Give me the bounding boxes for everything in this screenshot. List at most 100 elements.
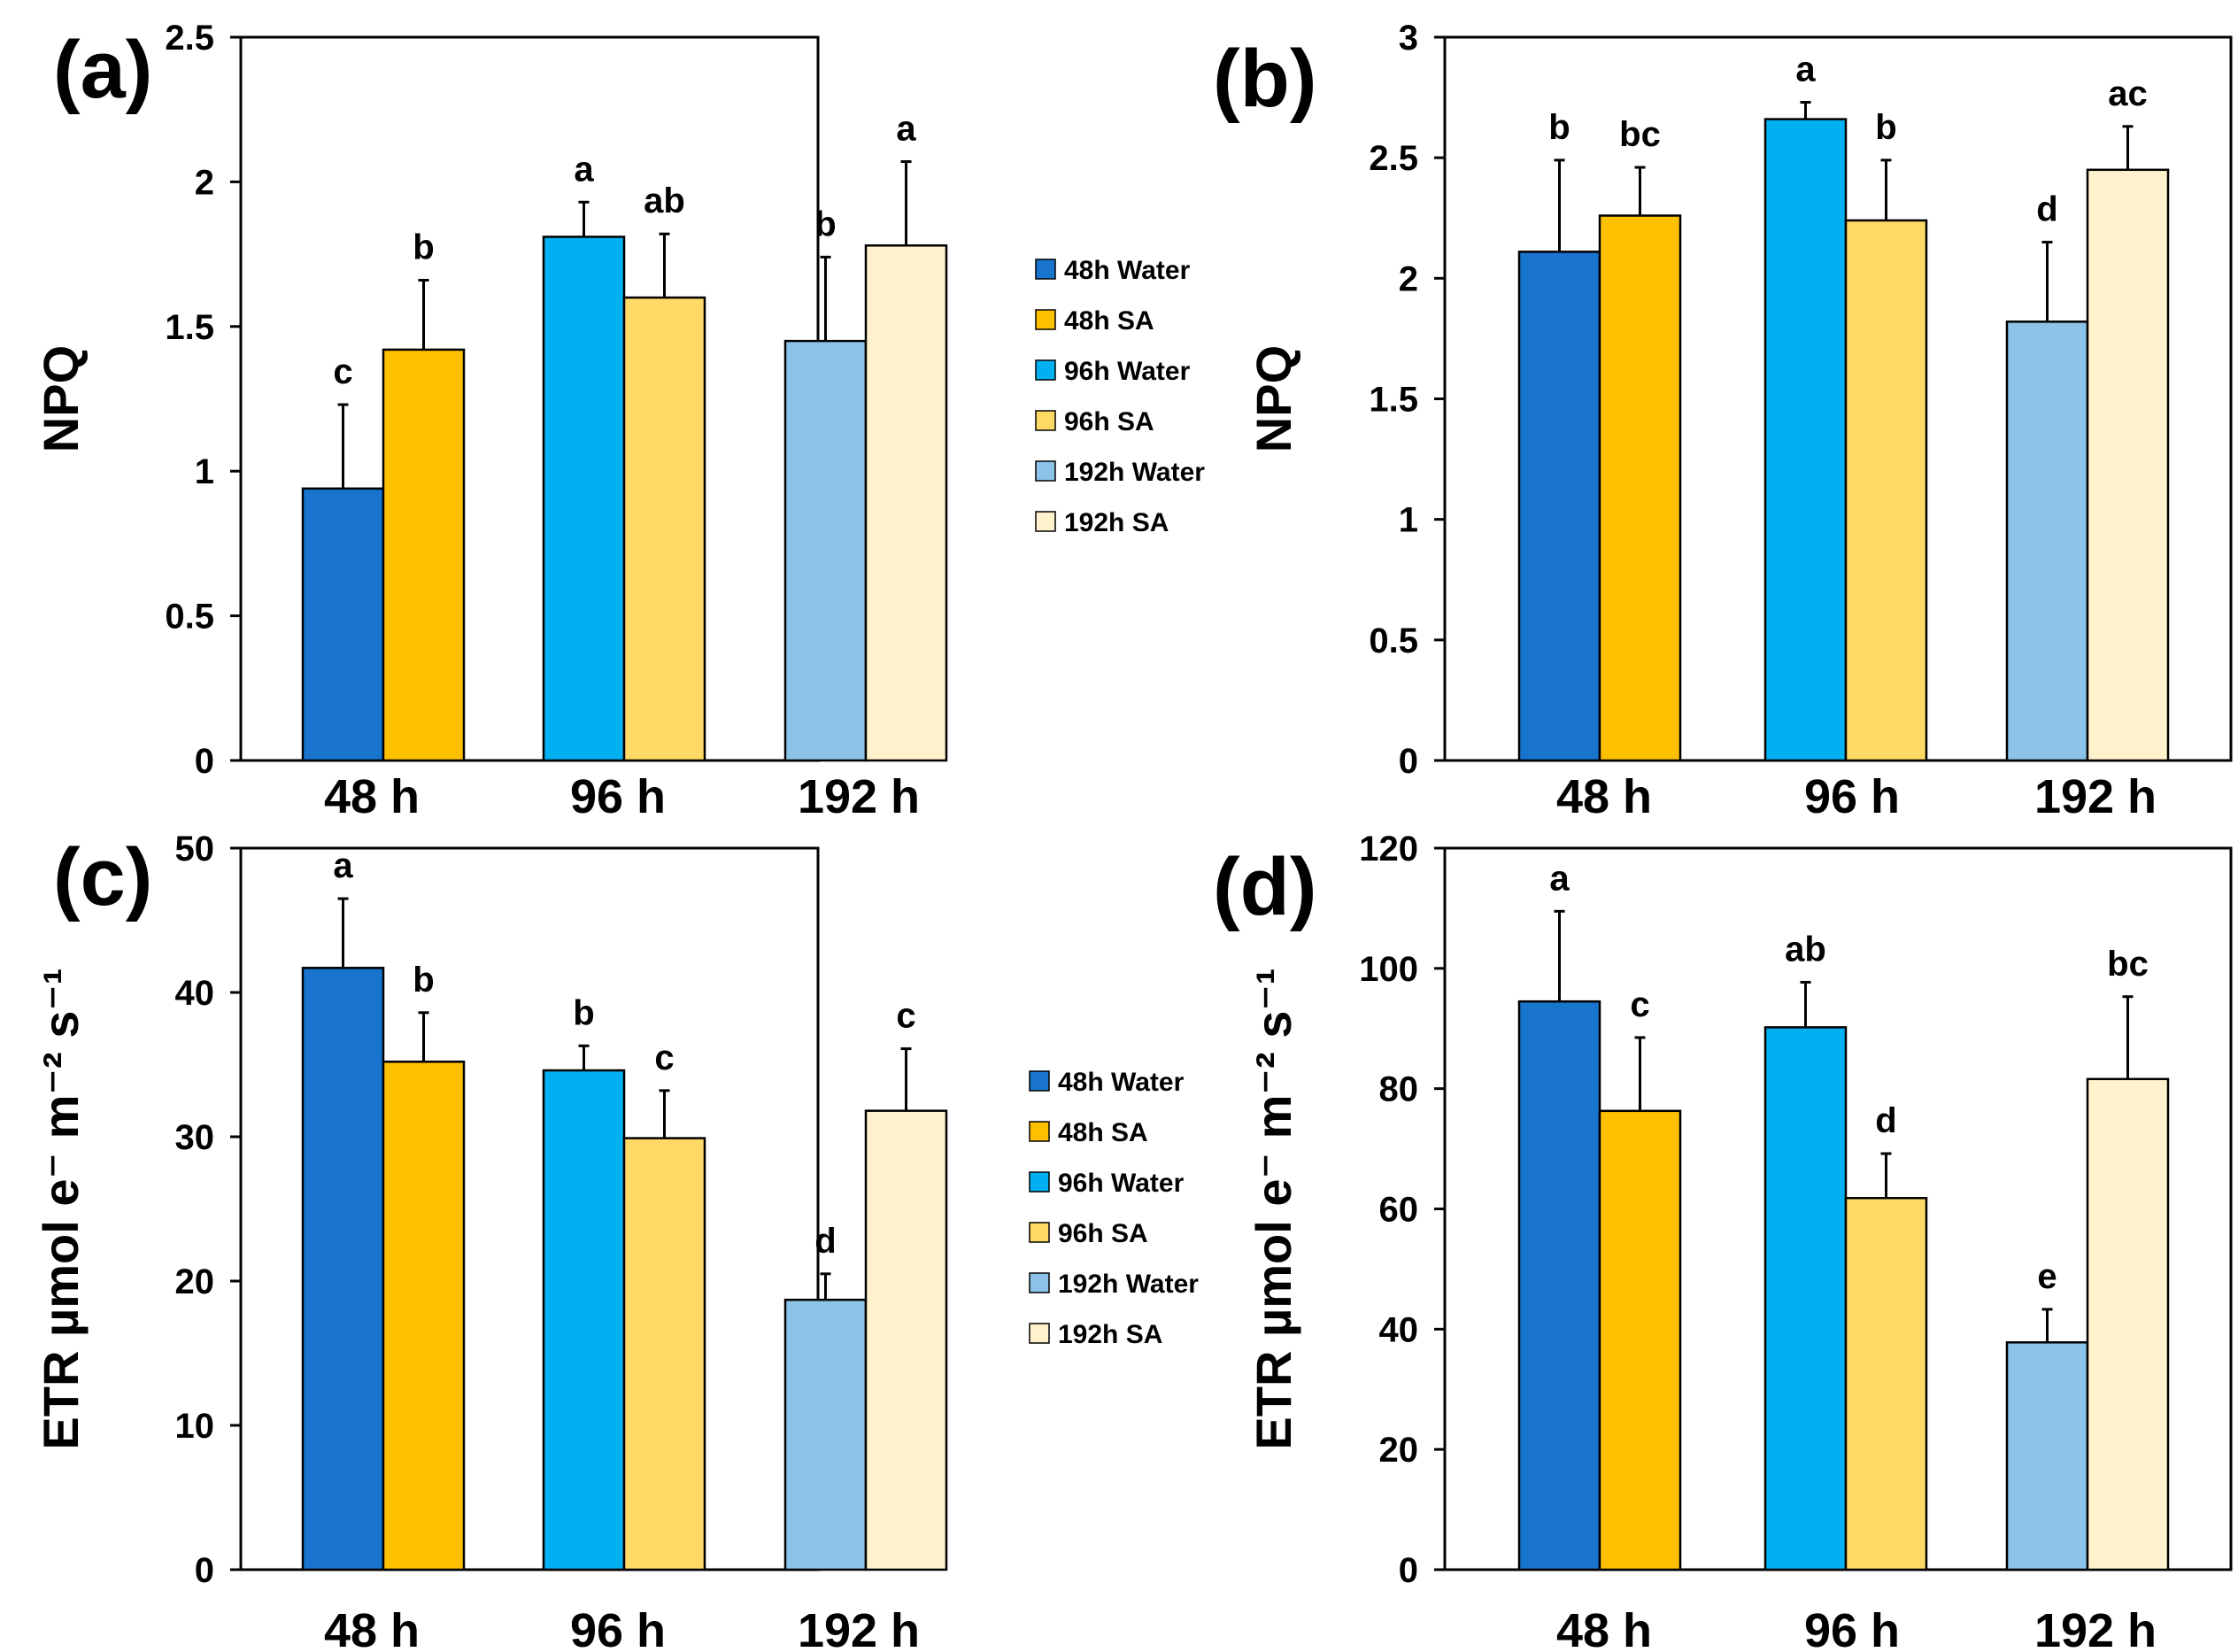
significance-letter: a — [574, 150, 594, 189]
y-tick-label: 3 — [1399, 19, 1418, 58]
significance-letter: c — [333, 352, 352, 391]
bar — [1763, 118, 1848, 762]
bar — [2086, 1077, 2170, 1571]
x-tick-label: 48 h — [324, 770, 420, 823]
significance-letter: ac — [2108, 74, 2148, 113]
legend-swatch — [1029, 1272, 1050, 1293]
significance-letter: b — [413, 228, 434, 267]
legend-label: 192h SA — [1058, 1320, 1162, 1349]
y-tick-label: 1 — [1399, 501, 1418, 540]
bar — [1844, 1197, 1928, 1571]
y-tick-label: 1.5 — [1369, 381, 1418, 420]
significance-letter: b — [814, 205, 836, 243]
x-tick-label: 192 h — [2034, 1604, 2157, 1652]
significance-letter: c — [1630, 985, 1649, 1024]
plot-frame — [239, 846, 820, 1571]
y-tick-label: 2 — [195, 163, 214, 202]
bar — [2005, 1341, 2089, 1571]
x-tick-label: 192 h — [798, 1604, 920, 1652]
significance-letter: d — [1875, 1101, 1896, 1140]
y-tick-label: 40 — [1379, 1310, 1419, 1349]
legend-label: 96h SA — [1064, 407, 1154, 436]
bar — [1517, 1000, 1601, 1571]
panel-label: (c) — [53, 832, 152, 922]
bar — [622, 296, 706, 762]
y-tick-label: 0 — [1399, 1551, 1418, 1590]
chart-panel-d: 0 20 40 60 80 100 120 ETR µmol e⁻ m⁻² s⁻¹ (d) a c 4… — [1213, 830, 2233, 1652]
legend-swatch — [1035, 511, 1056, 532]
bar — [2005, 320, 2089, 762]
y-tick-label: 1.5 — [165, 308, 214, 347]
legend-swatch — [1035, 259, 1056, 280]
chart-panel-c: 0 10 20 30 40 50 ETR µmol e⁻ m⁻² s⁻¹ (c) a b 48 h b… — [33, 830, 1199, 1652]
x-tick-label: 192 h — [2034, 770, 2157, 823]
y-tick-label: 0.5 — [165, 598, 214, 637]
legend-label: 48h SA — [1064, 306, 1154, 336]
significance-letter: a — [896, 110, 916, 149]
legend-label: 96h Water — [1058, 1169, 1185, 1198]
y-tick-label: 0.5 — [1369, 621, 1418, 660]
significance-letter: b — [1875, 108, 1896, 147]
legend-label: 192h Water — [1058, 1270, 1199, 1299]
y-tick-label: 60 — [1379, 1191, 1419, 1230]
significance-letter: c — [654, 1038, 674, 1077]
significance-letter: b — [1548, 108, 1570, 147]
bar — [1517, 251, 1601, 762]
significance-letter: ab — [1785, 930, 1826, 969]
significance-letter: b — [573, 993, 594, 1032]
panel-label: (d) — [1213, 842, 1316, 932]
y-tick-label: 0 — [195, 742, 214, 781]
chart-panel-b: 0 0.5 1 1.5 2 2.5 3 NPQ (b) b bc 48 h a b 96 h d ac 192 h — [1213, 19, 2233, 823]
y-tick-label: 2.5 — [165, 19, 214, 58]
significance-letter: ab — [644, 181, 685, 220]
y-tick-label: 0 — [1399, 742, 1418, 781]
y-axis-label: NPQ — [1246, 345, 1301, 452]
legend-swatch — [1035, 410, 1056, 431]
y-tick-label: 100 — [1359, 950, 1418, 989]
bar — [1598, 1109, 1682, 1571]
y-tick-label: 20 — [1379, 1431, 1419, 1470]
legend-swatch — [1029, 1222, 1050, 1243]
y-tick-label: 50 — [175, 830, 215, 868]
bar — [1844, 219, 1928, 762]
y-tick-label: 30 — [175, 1118, 215, 1157]
y-axis-label: NPQ — [33, 345, 89, 452]
y-tick-label: 2 — [1399, 259, 1418, 298]
legend-swatch — [1029, 1121, 1050, 1142]
y-tick-label: 0 — [195, 1551, 214, 1590]
bar — [2086, 168, 2170, 762]
significance-letter: d — [2036, 189, 2057, 228]
x-tick-label: 96 h — [1804, 1604, 1900, 1652]
legend: 48h Water 48h SA 96h Water 96h SA 192h Water… — [1035, 256, 1205, 537]
bar — [1763, 1026, 1848, 1571]
legend-swatch — [1035, 460, 1056, 482]
legend-swatch — [1029, 1070, 1050, 1092]
legend-label: 192h SA — [1064, 508, 1169, 537]
legend-swatch — [1035, 359, 1056, 381]
x-tick-label: 96 h — [570, 770, 666, 823]
significance-letter: d — [814, 1222, 836, 1261]
bar — [783, 1298, 868, 1571]
x-tick-label: 96 h — [570, 1604, 666, 1652]
x-tick-label: 48 h — [1556, 1604, 1652, 1652]
legend-label: 96h Water — [1064, 357, 1191, 386]
bar — [301, 967, 385, 1571]
bar — [382, 1060, 466, 1571]
x-tick-label: 192 h — [798, 770, 920, 823]
bar — [864, 1109, 948, 1571]
bar — [622, 1137, 706, 1571]
bar — [783, 339, 868, 762]
bar — [864, 244, 948, 762]
chart-panel-a: 0 0.5 1 1.5 2 2.5 NPQ (a) c b 48 h a ab 96 h b a 192 h 48… — [33, 19, 1205, 823]
significance-letter: a — [333, 846, 353, 885]
legend: 48h Water 48h SA 96h Water 96h SA 192h Water… — [1029, 1068, 1199, 1349]
y-tick-label: 40 — [175, 974, 215, 1013]
legend-label: 48h Water — [1058, 1068, 1185, 1097]
significance-letter: a — [1795, 50, 1816, 89]
y-axis-label: ETR µmol e⁻ m⁻² s⁻¹ — [33, 968, 89, 1449]
y-tick-label: 80 — [1379, 1070, 1419, 1109]
bar — [382, 348, 466, 762]
legend-label: 96h SA — [1058, 1219, 1148, 1248]
x-tick-label: 48 h — [1556, 770, 1652, 823]
bar — [1598, 214, 1682, 762]
